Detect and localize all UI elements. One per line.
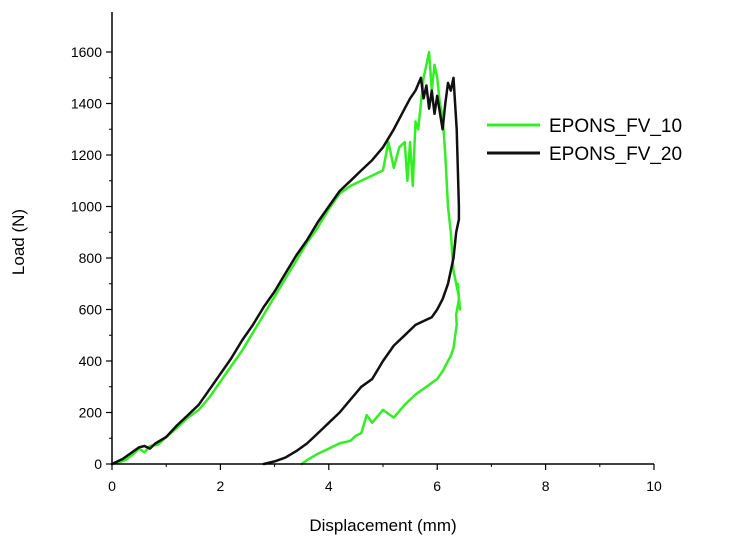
y-tick-label: 1200 <box>71 147 102 163</box>
series-line-epons-fv-20 <box>110 76 461 466</box>
x-tick-label: 0 <box>108 478 116 494</box>
y-tick-label: 1000 <box>71 199 102 215</box>
x-axis-title: Displacement (mm) <box>309 516 456 535</box>
y-axis-title: Load (N) <box>9 209 28 275</box>
y-tick-label: 0 <box>94 456 102 472</box>
legend: EPONS_FV_10 EPONS_FV_20 <box>487 116 682 165</box>
legend-label: EPONS_FV_20 <box>549 144 682 165</box>
x-tick-label: 2 <box>217 478 225 494</box>
y-tick-label: 400 <box>79 353 103 369</box>
series-layer <box>110 50 462 466</box>
x-tick-label: 4 <box>325 478 333 494</box>
series-line-epons-fv-10 <box>110 50 462 466</box>
x-tick-label: 10 <box>646 478 662 494</box>
y-tick-label: 600 <box>79 302 103 318</box>
x-ticks: 0 2 4 6 8 10 <box>108 464 662 494</box>
y-tick-label: 1600 <box>71 44 102 60</box>
y-tick-label: 800 <box>79 250 103 266</box>
y-tick-label: 1400 <box>71 96 102 112</box>
y-tick-label: 200 <box>79 405 103 421</box>
y-ticks: 0 200 400 600 800 1000 1200 1400 1600 <box>71 44 112 472</box>
x-tick-label: 6 <box>433 478 441 494</box>
legend-label: EPONS_FV_10 <box>549 116 682 137</box>
x-tick-label: 8 <box>542 478 550 494</box>
axes-layer <box>111 12 654 465</box>
